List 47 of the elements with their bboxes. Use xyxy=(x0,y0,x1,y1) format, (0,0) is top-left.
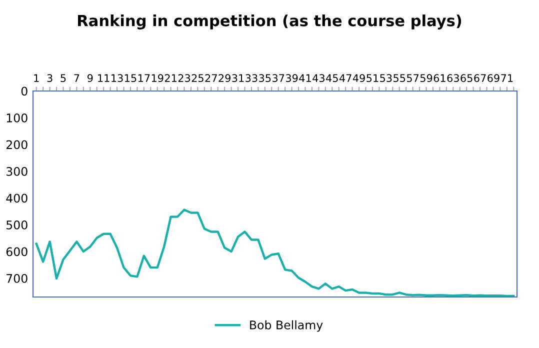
x-tick-label: 47 xyxy=(339,74,352,82)
x-tick-label: 43 xyxy=(312,74,324,82)
y-tick-label: 500 xyxy=(6,220,28,230)
x-tick-label: 53 xyxy=(380,74,392,82)
y-tick-label: 200 xyxy=(6,140,28,150)
y-tick-label: 400 xyxy=(6,194,28,203)
x-tick-label: 17 xyxy=(138,74,150,82)
x-tick-label: 57 xyxy=(406,74,419,82)
y-tick-label: 100 xyxy=(6,113,28,122)
x-tick-label: 59 xyxy=(420,74,432,82)
x-tick-label: 61 xyxy=(434,74,446,82)
x-tick-label: 45 xyxy=(326,74,338,82)
x-tick-label: 29 xyxy=(218,74,230,82)
y-tick-label: 700 xyxy=(6,274,28,283)
x-tick-label: 63 xyxy=(447,74,459,82)
x-tick-label: 23 xyxy=(178,74,190,82)
x-tick-label: 15 xyxy=(124,74,136,82)
x-tick-label: 25 xyxy=(192,74,204,82)
x-tick-label: 71 xyxy=(501,74,513,82)
x-tick-label: 65 xyxy=(460,74,472,82)
x-tick-label: 13 xyxy=(112,74,123,82)
x-tick-label: 5 xyxy=(60,74,66,82)
chart-title: Ranking in competition (as the course plays) xyxy=(78,14,462,30)
x-tick-label: 69 xyxy=(488,74,500,82)
x-tick-label: 11 xyxy=(98,74,110,82)
x-tick-label: 41 xyxy=(299,74,311,82)
x-tick-label: 35 xyxy=(259,74,271,82)
legend-label: Bob Bellamy xyxy=(250,320,323,332)
x-tick-label: 1 xyxy=(34,74,39,82)
x-tick-label: 33 xyxy=(246,74,258,82)
x-tick-label: 19 xyxy=(152,74,164,82)
x-tick-label: 37 xyxy=(272,74,284,82)
x-tick-label: 3 xyxy=(47,74,52,82)
x-tick-label: 67 xyxy=(474,74,486,82)
x-tick-label: 49 xyxy=(352,74,365,82)
x-tick-label: 7 xyxy=(74,74,80,82)
x-tick-label: 21 xyxy=(164,74,176,82)
x-tick-label: 27 xyxy=(205,74,217,82)
y-tick-label: 0 xyxy=(21,86,28,96)
line-series xyxy=(35,208,515,297)
x-tick-label: 55 xyxy=(394,74,406,82)
x-tick-label: 31 xyxy=(232,74,244,82)
x-tick-label: 9 xyxy=(87,74,93,82)
y-tick-label: 600 xyxy=(6,247,28,256)
y-tick-label: 300 xyxy=(6,166,28,176)
x-tick-label: 39 xyxy=(286,74,298,82)
x-tick-label: 51 xyxy=(366,74,378,82)
